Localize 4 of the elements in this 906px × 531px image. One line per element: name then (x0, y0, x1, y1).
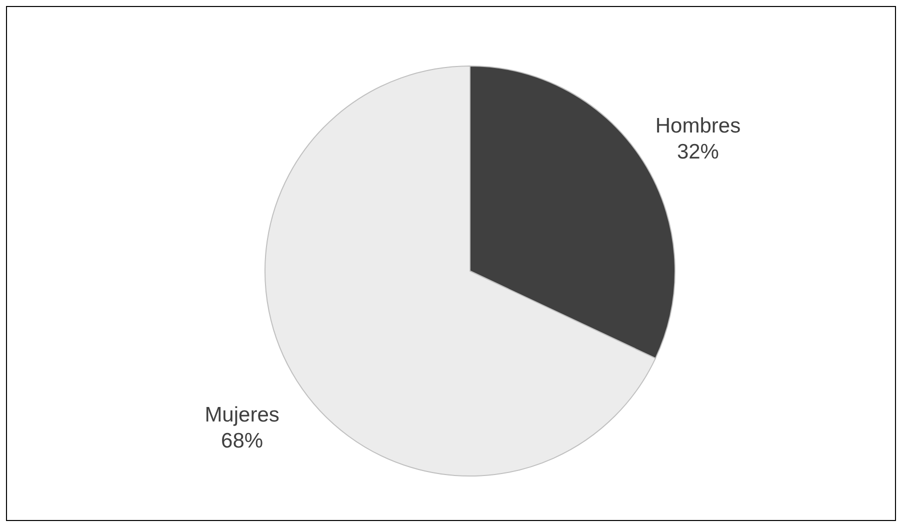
slice-label: Hombres (655, 114, 741, 138)
data-label: 32% (676, 140, 719, 164)
data-label: 68% (221, 430, 264, 453)
slice-label: Mujeres (204, 404, 280, 427)
